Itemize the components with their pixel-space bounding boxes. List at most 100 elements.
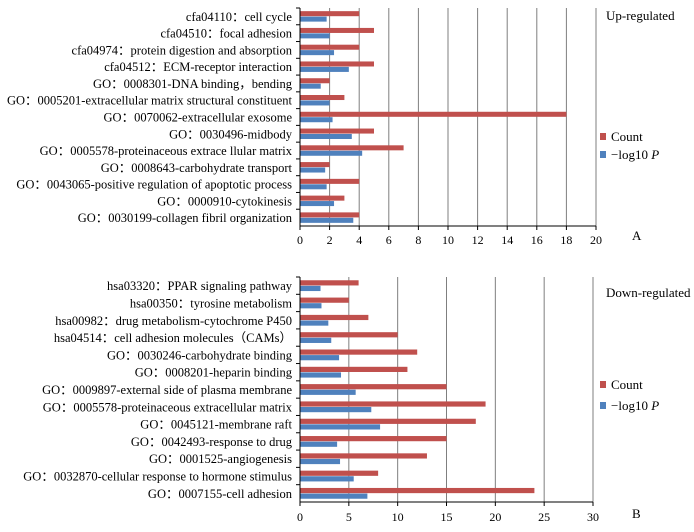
- x-tick-label: 5: [346, 510, 352, 524]
- bar-count: [300, 332, 398, 338]
- bar-count: [300, 436, 447, 442]
- bar-log10p: [300, 117, 333, 123]
- category-label: GO：0005578-proteinaceous extracellular m…: [43, 400, 293, 414]
- category-label: GO：0032870-cellular response to hormone …: [23, 470, 292, 484]
- bar-count: [300, 349, 418, 355]
- category-label: cfa04974：protein digestion and absorptio…: [72, 43, 293, 57]
- legend-label-count: Count: [611, 377, 643, 392]
- bar-count: [300, 314, 369, 321]
- bar-log10p: [300, 50, 335, 56]
- x-tick-label: 10: [392, 510, 404, 524]
- bar-count: [300, 401, 486, 407]
- panel-title: Up-regulated: [606, 8, 675, 23]
- bar-count: [300, 11, 360, 17]
- bar-log10p: [300, 493, 368, 499]
- bar-log10p: [300, 184, 327, 190]
- category-label: hsa00982：drug metabolism-cytochrome P450: [55, 314, 292, 328]
- category-label: GO：0043065-positive regulation of apopto…: [16, 178, 292, 192]
- bar-count: [300, 297, 349, 303]
- category-label: GO：0008301-DNA binding，bending: [93, 77, 293, 91]
- x-tick-label: 15: [441, 510, 453, 524]
- bar-log10p: [300, 372, 342, 378]
- x-tick-label: 6: [386, 233, 392, 247]
- panel-letter: B: [632, 506, 641, 521]
- x-tick-label: 0: [297, 233, 303, 247]
- bar-count: [300, 128, 374, 134]
- category-label: GO：0001525-angiogenesis: [149, 452, 292, 466]
- bar-count: [300, 418, 476, 424]
- bar-count: [300, 470, 379, 476]
- bar-count: [300, 162, 330, 168]
- bar-log10p: [300, 100, 330, 106]
- bar-count: [300, 111, 567, 117]
- bar-count: [300, 95, 345, 101]
- category-label: cfa04110：cell cycle: [186, 10, 293, 24]
- x-tick-label: 25: [538, 510, 550, 524]
- bar-log10p: [300, 133, 352, 139]
- bar-log10p: [300, 83, 321, 89]
- bar-log10p: [300, 33, 330, 39]
- category-label: GO：0000910-cytokinesis: [157, 194, 292, 208]
- panel-title: Down-regulated: [606, 285, 691, 300]
- panel-a-up-regulated: 0 2 4 6 8 10 12 14 16 18 20 cfa04110：cell cycle cfa0…: [7, 7, 675, 247]
- bar-log10p: [300, 407, 372, 413]
- category-label: GO：0005201-extracellular matrix structur…: [7, 94, 293, 108]
- bar-count: [300, 27, 374, 33]
- bar-log10p: [300, 285, 321, 292]
- category-label: GO：0007155-cell adhesion: [148, 487, 293, 501]
- bar-count: [300, 366, 408, 372]
- legend-swatch-count: [600, 381, 606, 388]
- bar-log10p: [300, 16, 327, 22]
- bar-count: [300, 487, 535, 494]
- x-tick-label: 12: [472, 233, 484, 247]
- bar-count: [300, 212, 360, 218]
- legend-swatch-log10p: [600, 151, 606, 158]
- category-label: GO：0009897-external side of plasma membr…: [42, 383, 292, 397]
- bar-log10p: [300, 320, 329, 326]
- category-label: GO：0030496-midbody: [169, 127, 293, 141]
- bar-log10p: [300, 458, 341, 465]
- x-tick-label: 20: [590, 233, 602, 247]
- x-tick-label: 4: [356, 233, 362, 247]
- panel-b-down-regulated: 0 5 10 15 20 25 30 hsa03320：PPAR signaling path…: [23, 276, 691, 524]
- bar-log10p: [300, 389, 356, 395]
- x-tick-label: 10: [442, 233, 454, 247]
- x-tick-label: 30: [587, 510, 599, 524]
- bar-log10p: [300, 303, 322, 309]
- bar-log10p: [300, 424, 381, 430]
- category-label: GO：0030199-collagen fibril organization: [78, 211, 293, 225]
- bar-count: [300, 280, 359, 286]
- bar-log10p: [300, 201, 335, 207]
- category-label: GO：0008643-carbohydrate transport: [101, 161, 293, 175]
- x-tick-label: 16: [531, 233, 543, 247]
- category-label: hsa03320：PPAR signaling pathway: [107, 279, 293, 293]
- bar-count: [300, 453, 427, 459]
- bar-log10p: [300, 167, 326, 173]
- bar-count: [300, 195, 345, 201]
- category-label: GO：0008201-heparin binding: [135, 366, 293, 380]
- bar-log10p: [300, 150, 363, 156]
- bar-count: [300, 178, 360, 184]
- bar-count: [300, 384, 447, 390]
- x-tick-label: 20: [489, 510, 501, 524]
- legend-swatch-count: [600, 133, 606, 140]
- panel-letter: A: [632, 228, 642, 243]
- x-tick-label: 0: [297, 510, 303, 524]
- category-label: GO：0030246-carbohydrate binding: [107, 348, 293, 362]
- legend-swatch-log10p: [600, 402, 606, 409]
- bar-count: [300, 78, 330, 84]
- legend-label-log10p: −log10 P: [611, 398, 659, 413]
- bar-count: [300, 44, 360, 50]
- x-tick-label: 2: [327, 233, 333, 247]
- bar-log10p: [300, 441, 338, 447]
- bar-count: [300, 145, 404, 151]
- bar-log10p: [300, 337, 332, 343]
- category-label: GO：0070062-extracellular exosome: [104, 111, 293, 125]
- category-label: GO：0042493-response to drug: [131, 435, 293, 449]
- bar-log10p: [300, 217, 354, 223]
- bar-log10p: [300, 476, 354, 482]
- bar-log10p: [300, 66, 349, 72]
- legend-label-log10p: −log10 P: [611, 147, 659, 162]
- bar-log10p: [300, 355, 340, 361]
